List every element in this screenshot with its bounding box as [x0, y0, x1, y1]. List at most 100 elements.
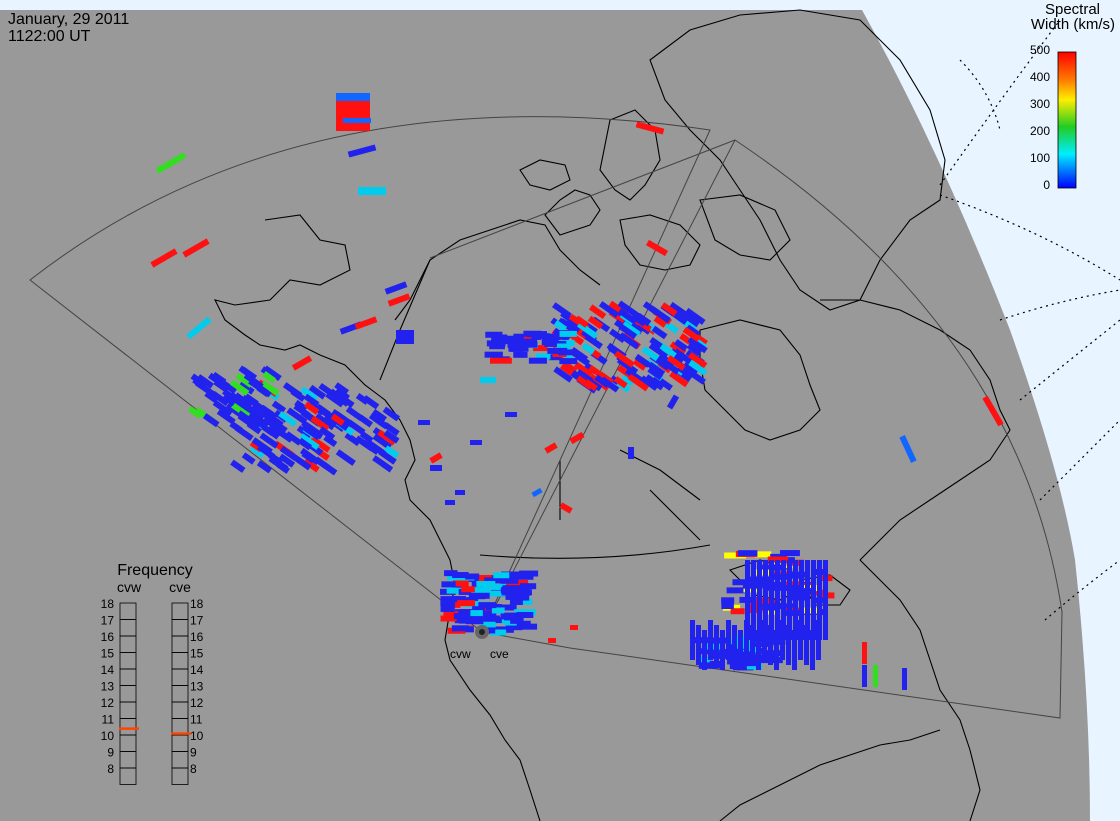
echo-cell — [293, 403, 311, 418]
echo-cell — [823, 560, 828, 640]
frequency-scale-label: 8 — [190, 762, 197, 776]
echo-cell — [241, 452, 256, 465]
echo-cell — [505, 412, 517, 417]
echo-cell — [455, 490, 465, 495]
echo-cell — [330, 413, 345, 426]
echo-cell — [480, 621, 496, 628]
echo-cell — [237, 410, 252, 424]
echo-cell — [721, 597, 735, 604]
echo-cell — [465, 573, 480, 580]
echo-cell — [690, 620, 695, 660]
echo-cell — [720, 630, 725, 670]
echo-cell — [666, 355, 686, 371]
echo-cell — [559, 358, 578, 365]
echo-cell — [649, 336, 663, 349]
echo-cell — [314, 456, 331, 471]
colorbar-title-line2: Width (km/s) — [1031, 16, 1115, 33]
date-label: January, 29 2011 — [8, 11, 129, 28]
echo-cell — [418, 420, 430, 425]
echo-cell — [202, 413, 220, 428]
frequency-scale-label: 12 — [101, 696, 115, 710]
echo-cell — [584, 333, 603, 350]
echo-cell — [768, 625, 773, 665]
echo-cell — [686, 342, 702, 356]
station-label-cve: cve — [490, 647, 509, 661]
echo-cell — [187, 406, 203, 419]
echo-cell — [377, 429, 397, 446]
frequency-marker-cvw — [119, 727, 139, 730]
echo-cell — [522, 337, 538, 344]
echo-cell — [556, 343, 571, 350]
echo-cell — [724, 552, 747, 559]
echo-cell — [278, 453, 296, 468]
echo-cell — [696, 625, 701, 665]
echo-cell — [614, 350, 635, 368]
echo-cell — [669, 341, 687, 356]
frequency-box — [171, 767, 189, 785]
echo-cell — [575, 353, 591, 367]
echo-cell — [453, 580, 469, 587]
echo-cell — [769, 573, 792, 580]
echo-cell — [510, 617, 524, 624]
echo-cell — [609, 328, 626, 343]
echo-cell — [336, 93, 370, 101]
echo-cell — [196, 374, 214, 389]
echo-cell — [382, 406, 400, 422]
colorbar-tick: 500 — [1030, 43, 1050, 57]
frequency-scale-label: 14 — [101, 663, 115, 677]
echo-cell — [535, 353, 551, 360]
echo-cell — [308, 384, 327, 400]
echo-cell — [519, 341, 538, 348]
echo-cell — [754, 551, 772, 558]
echo-cell — [704, 643, 723, 650]
echo-cell — [559, 330, 577, 337]
echo-cell — [484, 577, 503, 584]
echo-cell — [650, 306, 671, 324]
echo-cell — [737, 660, 758, 667]
echo-cell — [315, 403, 331, 417]
echo-cell — [684, 307, 706, 325]
colorbar-tick: 400 — [1030, 70, 1050, 84]
echo-cell — [559, 502, 573, 514]
echo-cell — [362, 395, 380, 410]
echo-cell — [461, 586, 475, 593]
echo-cell — [194, 380, 216, 398]
frequency-scale-labels: 18 18 17 17 16 16 15 15 14 14 13 13 12 12 11 11 10 10 9 9 8 8 — [101, 597, 204, 776]
frequency-scale-label: 11 — [190, 713, 203, 727]
echo-cell — [440, 605, 455, 612]
echo-cell — [660, 302, 678, 317]
frequency-scale-label: 16 — [190, 630, 204, 644]
echo-cell — [335, 449, 356, 466]
echo-cell — [186, 316, 212, 340]
frequency-scale-label: 11 — [102, 713, 115, 727]
echo-cell — [775, 560, 780, 640]
echo-cell — [651, 325, 668, 340]
echo-cell — [328, 389, 345, 403]
echo-cell — [216, 408, 236, 425]
echo-cell — [310, 415, 330, 432]
echo-cell — [500, 587, 516, 594]
echo-cell — [558, 339, 575, 346]
echo-cell — [314, 413, 336, 431]
echo-cell — [730, 608, 745, 615]
echo-cell — [271, 400, 287, 414]
echo-cell — [750, 625, 755, 665]
echo-cell — [548, 354, 561, 361]
echo-cell — [440, 596, 458, 603]
echo-cell — [746, 663, 763, 670]
frequency-scale-label: 16 — [101, 630, 115, 644]
echo-cell — [492, 334, 508, 341]
echo-cell — [817, 560, 822, 640]
echo-cell — [309, 435, 331, 453]
echo-cell — [774, 630, 779, 670]
echo-cell — [688, 352, 708, 369]
station-label-cvw: cvw — [450, 647, 471, 661]
echo-cell — [547, 347, 568, 354]
echo-cell — [738, 630, 743, 670]
echo-cell — [495, 604, 517, 611]
echo-cell — [673, 348, 693, 365]
echo-cell — [484, 590, 507, 597]
frequency-scale-boxes — [119, 602, 189, 785]
echo-cell — [358, 187, 386, 195]
